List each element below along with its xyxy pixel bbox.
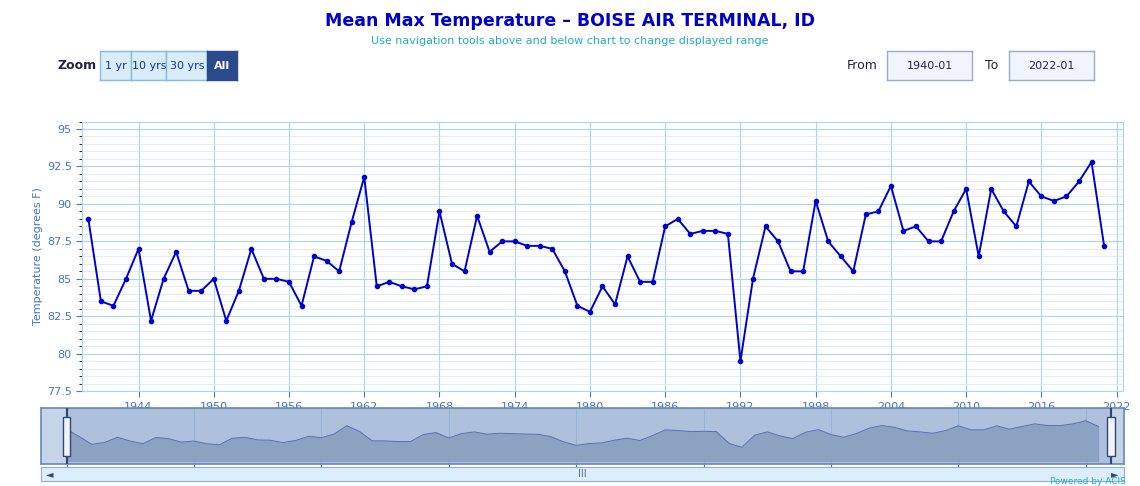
Text: 10 yrs: 10 yrs	[131, 61, 166, 70]
Text: 1940-01: 1940-01	[906, 61, 953, 70]
Text: To: To	[985, 59, 999, 72]
Text: 1 yr: 1 yr	[105, 61, 127, 70]
Y-axis label: Temperature (degrees F): Temperature (degrees F)	[33, 188, 42, 325]
Bar	[1107, 417, 1115, 456]
Bar	[63, 417, 71, 456]
Text: From: From	[847, 59, 878, 72]
Text: All: All	[214, 61, 230, 70]
Bar	[66, 408, 1112, 464]
Text: 30 yrs: 30 yrs	[170, 61, 204, 70]
Text: ►: ►	[1112, 469, 1118, 479]
Text: Powered by ACIS: Powered by ACIS	[1050, 476, 1126, 486]
Text: 2022-01: 2022-01	[1028, 61, 1075, 70]
Text: Use navigation tools above and below chart to change displayed range: Use navigation tools above and below cha…	[372, 36, 768, 47]
Text: III: III	[578, 469, 587, 479]
Text: Zoom: Zoom	[57, 59, 96, 72]
Text: Mean Max Temperature – BOISE AIR TERMINAL, ID: Mean Max Temperature – BOISE AIR TERMINA…	[325, 12, 815, 30]
Text: ◄: ◄	[47, 469, 54, 479]
